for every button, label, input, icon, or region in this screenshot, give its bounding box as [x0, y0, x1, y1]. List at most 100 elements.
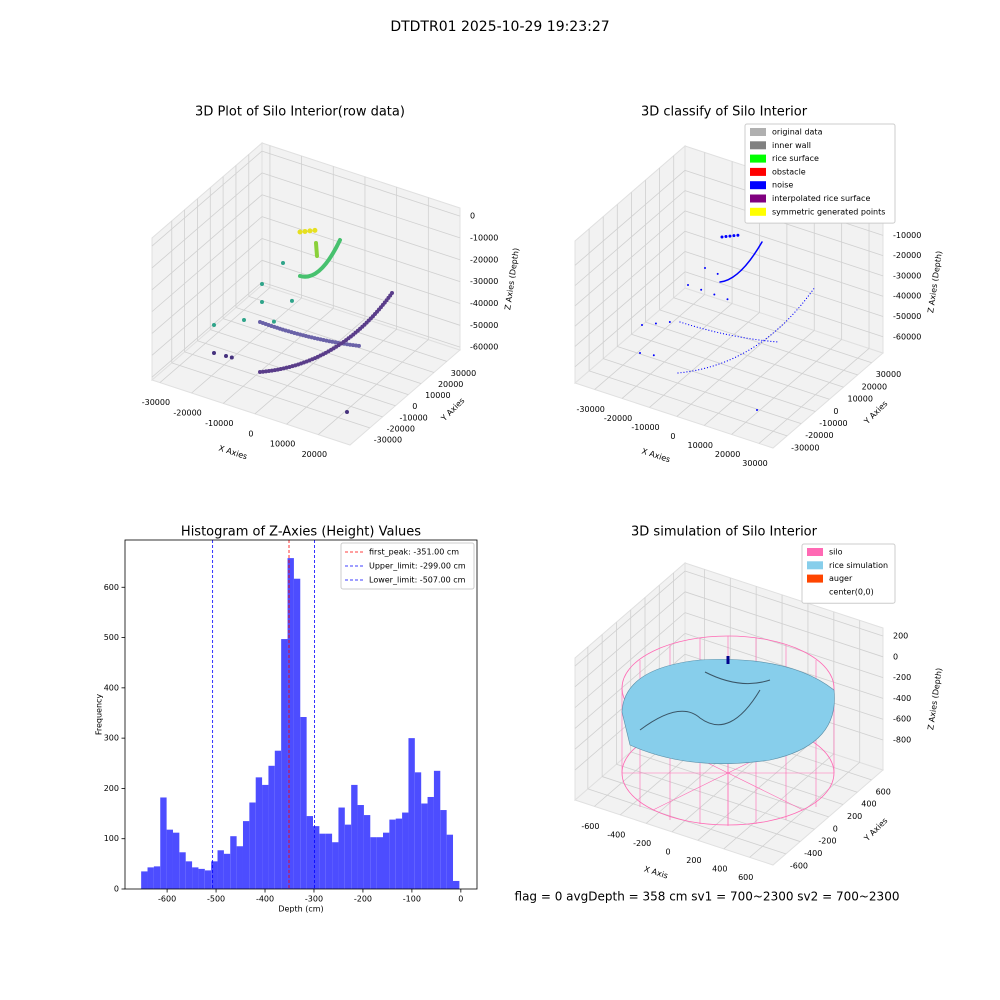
grid-line: [151, 150, 263, 247]
grid-line: [191, 297, 302, 394]
grid-line: [574, 190, 686, 286]
grid-line: [574, 230, 686, 327]
scatter-raw: [212, 227, 394, 415]
x-tick-label: -300: [305, 895, 323, 904]
bar: [376, 837, 384, 889]
y-tick-label: -400: [804, 849, 822, 858]
z-tick-label: 0: [893, 652, 898, 661]
z-tick-label: -30000: [470, 277, 498, 286]
legend-swatch: [807, 561, 823, 570]
x-tick-label: 10000: [688, 441, 713, 450]
bar: [211, 861, 218, 889]
grid-line: [151, 281, 263, 378]
grid-line: [749, 762, 860, 858]
grid-line: [594, 294, 705, 390]
bar: [160, 797, 167, 889]
bar: [172, 832, 180, 889]
grid-line: [703, 330, 815, 426]
y-tick-label: -200: [818, 837, 836, 846]
grid-line: [574, 271, 686, 368]
bar: [293, 578, 301, 889]
z-tick-label: 0: [470, 212, 475, 221]
legend-swatch: [750, 154, 766, 163]
legend-label: inner wall: [772, 141, 811, 150]
grid-line: [261, 216, 461, 283]
x-tick-label: 0: [670, 432, 675, 441]
bar: [408, 738, 415, 889]
grid-line: [235, 307, 435, 373]
bar: [402, 812, 409, 889]
bar: [421, 803, 428, 889]
grid-line: [617, 346, 816, 412]
x-tick-label: -20000: [173, 409, 201, 418]
z-tick-label: -30000: [893, 271, 921, 280]
figure-title: DTDTR01 2025-10-29 19:23:27: [390, 19, 609, 35]
bar: [223, 853, 231, 889]
y-tick-label: -30000: [791, 443, 819, 452]
y-tick-label: -20000: [387, 424, 415, 433]
legend-label: Lower_limit: -507.00 cm: [369, 576, 466, 585]
bar: [147, 867, 154, 889]
x-tick-label: 0: [458, 895, 463, 904]
x-axis-label: Depth (cm): [278, 905, 323, 914]
point-arc: [719, 241, 763, 283]
legend-swatch: [807, 587, 823, 596]
y-tick-label: 0: [833, 407, 838, 416]
bar: [332, 842, 339, 889]
point-cluster: [314, 241, 319, 258]
bar: [370, 837, 377, 889]
point-arc: [679, 321, 779, 343]
grid-line: [574, 591, 686, 688]
grid-line: [621, 303, 733, 399]
y-tick-label: 200: [104, 784, 119, 793]
grid-line: [261, 172, 461, 239]
grid-line: [602, 776, 801, 842]
y-tick-label: 0: [114, 885, 119, 894]
x-tick-label: -600: [158, 895, 176, 904]
grid-line: [684, 612, 884, 679]
y-tick-label: -20000: [805, 431, 833, 440]
legend-box: [801, 543, 896, 604]
bar: [383, 832, 390, 889]
legend-box: [744, 123, 896, 224]
point-arc: [258, 320, 362, 348]
bar: [363, 815, 371, 889]
z-tick-label: -50000: [893, 312, 921, 321]
z-tick-label: -10000: [470, 233, 498, 242]
grid-line: [684, 271, 884, 338]
bar: [287, 558, 294, 889]
x-tick-label: 30000: [742, 459, 767, 468]
y-tick-label: 500: [104, 633, 119, 642]
y-tick-label: 400: [104, 683, 119, 692]
bar: [338, 807, 345, 889]
legend-label: interpolated rice surface: [772, 194, 870, 203]
grid-line: [684, 591, 884, 658]
grid-line: [574, 570, 686, 667]
grid-line: [676, 321, 788, 417]
subplot-title: 3D Plot of Silo Interior(row data): [195, 105, 405, 120]
grid-line: [684, 210, 884, 277]
grid-line: [574, 612, 686, 708]
bar: [440, 810, 447, 889]
grid-line: [588, 370, 788, 437]
grid-line: [248, 296, 447, 362]
grid-line: [261, 194, 461, 261]
point-arc: [298, 238, 342, 279]
legend-box: [340, 542, 475, 590]
y-axis-label: Y Axies: [439, 396, 467, 424]
z-tick-label: -10000: [893, 231, 921, 240]
z-axis-label: Z Axies (Depth): [503, 247, 521, 310]
point-cluster: [297, 227, 321, 235]
x-tick-label: -100: [403, 895, 421, 904]
grid-line: [684, 230, 884, 297]
y-tick-label: 0: [412, 402, 417, 411]
z-tick-label: -60000: [893, 332, 921, 341]
bar: [255, 777, 263, 889]
grid-line: [151, 216, 263, 312]
legend-swatch: [807, 574, 823, 583]
legend-label: noise: [772, 181, 793, 190]
bar: [217, 850, 224, 889]
bar: [300, 717, 307, 889]
silo-simulation: [621, 635, 835, 826]
y-axis-label: Y Axies: [862, 816, 890, 844]
